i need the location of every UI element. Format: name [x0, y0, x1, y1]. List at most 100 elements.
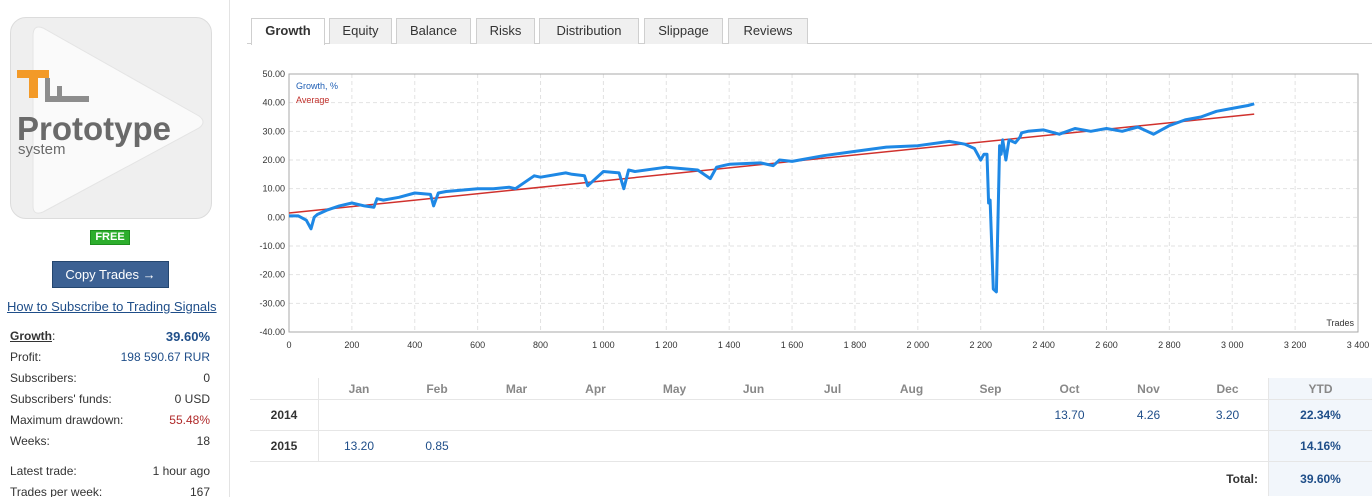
- column-divider: [318, 400, 319, 430]
- total-value: 39.60%: [1268, 462, 1372, 496]
- y-tick-label: -20.00: [259, 270, 285, 280]
- free-badge: FREE: [90, 230, 130, 245]
- x-tick-label: 0: [286, 340, 291, 350]
- x-tick-label: 2 800: [1158, 340, 1181, 350]
- x-tick-label: 1 000: [592, 340, 615, 350]
- plot-frame: [288, 73, 1359, 333]
- month-value: [872, 400, 951, 430]
- month-header-mar: Mar: [505, 381, 528, 396]
- month-value: [1109, 431, 1188, 461]
- month-header-jul: Jul: [823, 381, 842, 396]
- month-value: [793, 400, 872, 430]
- y-tick-label: -10.00: [259, 241, 285, 251]
- stat-label: Profit:: [10, 350, 42, 364]
- month-value: [477, 431, 556, 461]
- tab-equity[interactable]: Equity: [329, 18, 392, 44]
- stat-row-subscribers: Subscribers: 0: [10, 368, 210, 389]
- stat-label: Latest trade:: [10, 464, 77, 478]
- stat-label: Maximum drawdown:: [10, 413, 124, 427]
- stat-row-profit: Profit: 198 590.67 RUR: [10, 347, 210, 368]
- months-header-row: Jan Feb Mar Apr May Jun Jul Aug Sep Oct …: [250, 378, 1372, 400]
- month-value: [1030, 431, 1109, 461]
- column-divider: [318, 431, 319, 461]
- ytd-value: 22.34%: [1268, 400, 1372, 430]
- month-value: [556, 431, 635, 461]
- ytd-header: YTD: [1268, 378, 1372, 399]
- x-tick-label: 2 400: [1032, 340, 1055, 350]
- month-header-jun: Jun: [742, 381, 765, 396]
- y-axis-ticks: 50.00 40.00 30.00 20.00 10.00 0.00 -10.00 -20.0…: [259, 69, 285, 337]
- x-tick-label: 400: [407, 340, 422, 350]
- x-tick-label: 600: [470, 340, 485, 350]
- month-value: [951, 400, 1030, 430]
- month-value: [714, 400, 793, 430]
- y-tick-label: 20.00: [262, 155, 285, 165]
- month-header-sep: Sep: [979, 381, 1002, 396]
- y-tick-label: 40.00: [262, 98, 285, 108]
- stat-value: 0: [203, 371, 210, 385]
- y-tick-label: 30.00: [262, 126, 285, 136]
- y-tick-label: -30.00: [259, 298, 285, 308]
- month-header-dec: Dec: [1216, 381, 1239, 396]
- tab-reviews[interactable]: Reviews: [728, 18, 808, 44]
- monthly-returns-table: Jan Feb Mar Apr May Jun Jul Aug Sep Oct …: [250, 378, 1372, 496]
- month-value: [793, 431, 872, 461]
- y-tick-label: 0.00: [267, 212, 285, 222]
- legend-average: Average: [296, 95, 329, 105]
- stat-value: 198 590.67 RUR: [120, 350, 210, 364]
- month-value: 3.20: [1215, 408, 1240, 422]
- month-value: [714, 431, 793, 461]
- x-tick-label: 1 800: [844, 340, 867, 350]
- x-tick-label: 3 000: [1221, 340, 1244, 350]
- tab-distribution[interactable]: Distribution: [539, 18, 639, 44]
- year-label: 2015: [270, 439, 298, 453]
- tab-risks[interactable]: Risks: [476, 18, 535, 44]
- y-tick-label: 50.00: [262, 69, 285, 79]
- stat-label[interactable]: Growth: [10, 329, 52, 343]
- stat-value: 55.48%: [169, 413, 210, 427]
- column-divider: [318, 378, 319, 399]
- stat-row-growth: Growth: 39.60%: [10, 326, 210, 347]
- month-value: [477, 400, 556, 430]
- month-header-apr: Apr: [585, 381, 606, 396]
- month-header-aug: Aug: [899, 381, 924, 396]
- stat-row-latest-trade: Latest trade: 1 hour ago: [10, 461, 210, 482]
- y-tick-label: 10.00: [262, 184, 285, 194]
- subscribe-help-link[interactable]: How to Subscribe to Trading Signals: [7, 299, 217, 314]
- month-value: [635, 400, 714, 430]
- month-value: [872, 431, 951, 461]
- month-header-oct: Oct: [1059, 381, 1080, 396]
- copy-trades-button[interactable]: Copy Trades →: [52, 261, 169, 288]
- month-value: [320, 400, 398, 430]
- stat-value: 0 USD: [174, 392, 210, 406]
- signal-stats: Growth: 39.60% Profit: 198 590.67 RUR Su…: [10, 326, 210, 497]
- month-value: 4.26: [1136, 408, 1161, 422]
- month-header-feb: Feb: [426, 381, 448, 396]
- growth-chart: 50.00 40.00 30.00 20.00 10.00 0.00 -10.00 -20.0…: [259, 69, 1369, 350]
- chart-tabs: Growth Equity Balance Risks Distribution…: [247, 18, 1372, 45]
- stat-value: 39.60%: [165, 329, 210, 344]
- tab-slippage[interactable]: Slippage: [644, 18, 723, 44]
- x-tick-label: 2 600: [1095, 340, 1118, 350]
- logo-subtext: system: [18, 141, 66, 158]
- month-value: [635, 431, 714, 461]
- x-tick-label: 2 200: [969, 340, 992, 350]
- stat-label: Subscribers:: [10, 371, 77, 385]
- x-tick-label: 2 000: [907, 340, 930, 350]
- stat-label-colon: :: [52, 329, 56, 343]
- signal-sidebar: Prototype system FREE Copy Trades → How …: [0, 0, 230, 497]
- x-tick-label: 1 200: [655, 340, 678, 350]
- stat-row-max-drawdown: Maximum drawdown: 55.48%: [10, 410, 210, 431]
- month-value: [951, 431, 1030, 461]
- stat-row-trades-per-week: Trades per week: 167: [10, 482, 210, 497]
- year-row-2014: 2014 13.70 4.26 3.20 22.34%: [250, 400, 1372, 431]
- x-tick-label: 3 400: [1347, 340, 1370, 350]
- x-axis-ticks: 0 200 400 600 800 1 000 1 200 1 400 1 600 1 800 2 …: [286, 340, 1369, 350]
- stat-label: Weeks:: [10, 434, 50, 448]
- stat-label: Trades per week:: [10, 485, 103, 497]
- tab-growth[interactable]: Growth: [251, 18, 325, 45]
- month-value: 13.20: [343, 439, 375, 453]
- ytd-value: 14.16%: [1268, 431, 1372, 461]
- tab-balance[interactable]: Balance: [396, 18, 471, 44]
- signal-logo: Prototype system: [10, 17, 212, 219]
